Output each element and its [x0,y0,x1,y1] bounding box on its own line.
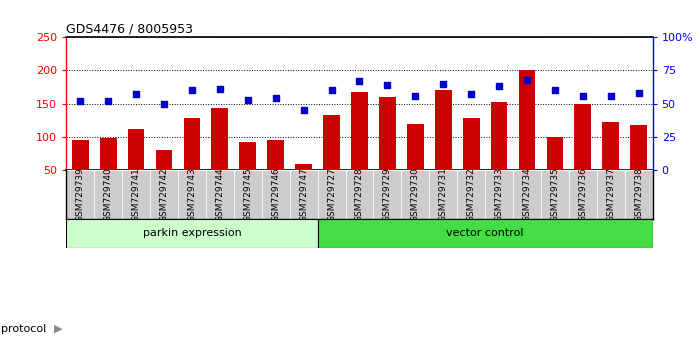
Point [158,101,170,107]
Text: GSM729729: GSM729729 [383,167,392,222]
Text: vector control: vector control [446,228,524,238]
FancyBboxPatch shape [206,170,234,219]
Text: GSM729743: GSM729743 [188,167,196,222]
Bar [574,104,591,170]
Text: GSM729746: GSM729746 [272,167,280,222]
Point [410,93,421,99]
Text: GSM729734: GSM729734 [523,167,531,222]
Point [270,96,281,101]
FancyBboxPatch shape [401,170,429,219]
Bar [519,70,535,170]
FancyBboxPatch shape [541,170,569,219]
Text: GSM729738: GSM729738 [634,167,643,222]
Text: GSM729741: GSM729741 [132,167,140,222]
Point [131,92,142,97]
FancyBboxPatch shape [625,170,653,219]
Bar [491,102,507,170]
Bar [156,150,172,170]
Text: GSM729732: GSM729732 [467,167,475,222]
FancyBboxPatch shape [457,170,485,219]
Point [521,77,533,82]
Text: GSM729739: GSM729739 [76,167,84,222]
FancyBboxPatch shape [94,170,122,219]
Point [75,98,86,104]
Text: protocol: protocol [1,324,47,334]
Text: GSM729742: GSM729742 [160,167,168,222]
Text: GSM729733: GSM729733 [495,167,503,222]
Bar [547,137,563,170]
Text: GSM729747: GSM729747 [299,167,308,222]
Point [354,78,365,84]
Text: GDS4476 / 8005953: GDS4476 / 8005953 [66,22,193,35]
Point [103,98,114,104]
Point [326,87,337,93]
FancyBboxPatch shape [569,170,597,219]
FancyBboxPatch shape [150,170,178,219]
FancyBboxPatch shape [66,219,318,248]
Bar [267,141,284,170]
Point [605,93,616,99]
FancyBboxPatch shape [318,219,653,248]
Text: GSM729736: GSM729736 [579,167,587,222]
Text: GSM729730: GSM729730 [411,167,419,222]
Bar [100,138,117,170]
Bar [602,122,619,170]
Bar [630,125,647,170]
Bar [72,141,89,170]
Text: GSM729735: GSM729735 [551,167,559,222]
Text: GSM729740: GSM729740 [104,167,112,222]
Point [382,82,393,88]
FancyBboxPatch shape [66,170,94,219]
Text: GSM729744: GSM729744 [216,167,224,222]
Point [438,81,449,87]
Point [549,87,560,93]
Text: GSM729745: GSM729745 [244,167,252,222]
Bar [379,97,396,170]
Text: GSM729727: GSM729727 [327,167,336,222]
Point [298,108,309,113]
Point [214,86,225,92]
Text: GSM729737: GSM729737 [607,167,615,222]
Point [633,90,644,96]
Bar [435,90,452,170]
FancyBboxPatch shape [262,170,290,219]
Text: GSM729728: GSM729728 [355,167,364,222]
Bar [323,115,340,170]
FancyBboxPatch shape [373,170,401,219]
FancyBboxPatch shape [178,170,206,219]
Point [186,87,198,93]
Point [242,97,253,103]
FancyBboxPatch shape [597,170,625,219]
FancyBboxPatch shape [346,170,373,219]
Bar [407,124,424,170]
FancyBboxPatch shape [513,170,541,219]
Bar [351,92,368,170]
Bar [295,164,312,170]
Text: ▶: ▶ [54,324,62,334]
FancyBboxPatch shape [318,170,346,219]
Text: parkin expression: parkin expression [142,228,242,238]
Bar [211,108,228,170]
Text: GSM729731: GSM729731 [439,167,447,222]
FancyBboxPatch shape [234,170,262,219]
Point [493,84,505,89]
Bar [184,118,200,170]
FancyBboxPatch shape [122,170,150,219]
Point [577,93,588,99]
Bar [128,129,144,170]
Bar [239,142,256,170]
Point [466,92,477,97]
FancyBboxPatch shape [290,170,318,219]
FancyBboxPatch shape [429,170,457,219]
Bar [463,118,480,170]
FancyBboxPatch shape [485,170,513,219]
